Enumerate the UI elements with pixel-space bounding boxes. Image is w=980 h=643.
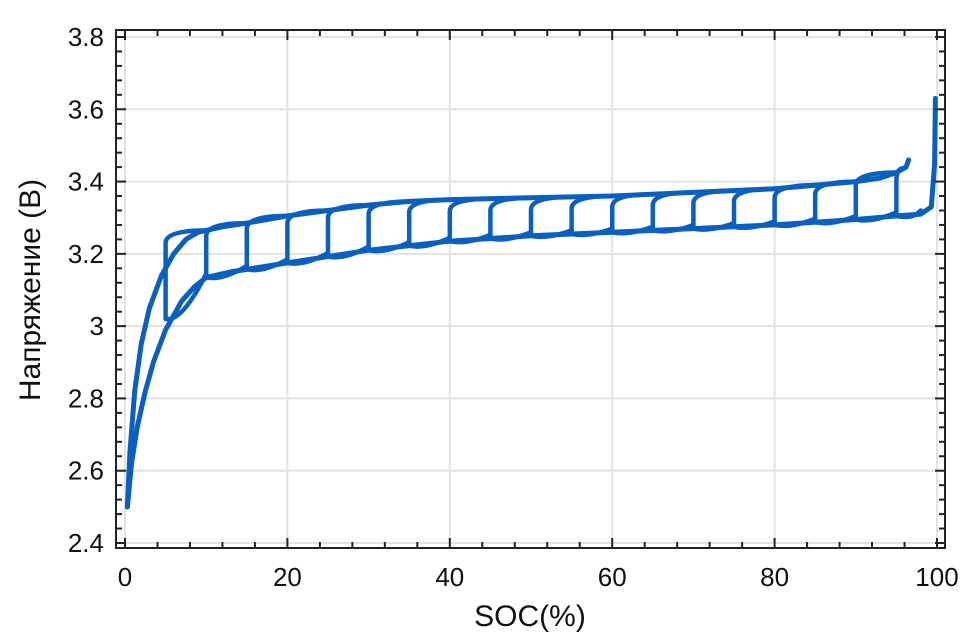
partial-cycle-curve: [244, 213, 290, 272]
y-tick-label: 3.4: [68, 167, 104, 197]
partial-cycle-curve: [772, 216, 818, 229]
partial-cycle-curve: [569, 193, 615, 237]
partial-cycle-curve: [650, 222, 696, 234]
y-tick-label: 2.4: [68, 528, 104, 558]
partial-cycle-curve: [812, 213, 859, 226]
x-tick-label: 80: [760, 562, 789, 592]
partial-cycle-curve: [609, 224, 656, 236]
partial-cycle-curve: [488, 195, 534, 241]
partial-cycle-curve: [731, 186, 777, 229]
charge-curve: [124, 95, 938, 510]
partial-cycle-curve: [406, 235, 453, 249]
partial-cycle-curve: [325, 244, 371, 260]
partial-cycle-curve: [609, 191, 656, 235]
partial-cycle-curve: [447, 232, 493, 245]
partial-cycle-curve: [894, 165, 907, 219]
partial-cycle-curve: [528, 194, 574, 239]
partial-cycle-curve: [569, 226, 615, 238]
voltage-curves: [124, 95, 938, 510]
partial-cycle-curve: [203, 263, 250, 281]
partial-cycle-curve: [366, 199, 412, 253]
tick-labels: 0 20 40 60 80 100 2.4 2.6 2.8 3 3.2 3.4 3.6 3.8: [68, 22, 959, 592]
partial-cycle-curve: [894, 208, 924, 220]
partial-cycle-curve: [285, 250, 331, 266]
partial-cycle-curve: [731, 219, 777, 231]
partial-cycle-curve: [163, 228, 209, 322]
partial-cycle-curve: [488, 229, 534, 242]
partial-cycle-curve: [853, 170, 899, 222]
partial-cycle-curve: [366, 239, 412, 254]
partial-cycle-curve: [163, 271, 209, 322]
partial-cycle-curve: [650, 190, 696, 233]
partial-cycle-curve: [203, 220, 250, 280]
y-tick-label: 2.6: [68, 456, 104, 486]
partial-cycle-curve: [691, 188, 737, 231]
y-tick-label: 3.8: [68, 22, 104, 52]
x-tick-label: 20: [273, 562, 302, 592]
y-tick-label: 3.2: [68, 239, 104, 269]
partial-cycle-curve: [853, 210, 899, 223]
x-tick-label: 60: [598, 562, 627, 592]
partial-cycle-curve: [772, 182, 818, 228]
axis-ticks: [116, 30, 945, 548]
y-axis-label: Напряжение (В): [14, 179, 47, 401]
y-tick-label: 2.8: [68, 383, 104, 413]
partial-cycle-curve: [447, 196, 493, 244]
y-tick-label: 3.6: [68, 94, 104, 124]
partial-cycle-curve: [812, 179, 859, 225]
partial-cycle-curve: [691, 220, 737, 232]
x-tick-label: 40: [435, 562, 464, 592]
partial-cycle-curve: [244, 257, 290, 273]
partial-cycle-curve: [325, 202, 371, 259]
grid-lines: [116, 30, 945, 548]
partial-cycle-curve: [528, 228, 574, 240]
x-axis-label: SOC(%): [474, 600, 586, 633]
discharge-curve: [124, 157, 912, 510]
plot-frame: [115, 29, 946, 549]
partial-cycle-curve: [406, 197, 453, 248]
x-tick-label: 100: [915, 562, 958, 592]
y-tick-label: 3: [90, 311, 104, 341]
x-tick-label: 0: [118, 562, 132, 592]
partial-cycle-curve: [285, 208, 331, 266]
